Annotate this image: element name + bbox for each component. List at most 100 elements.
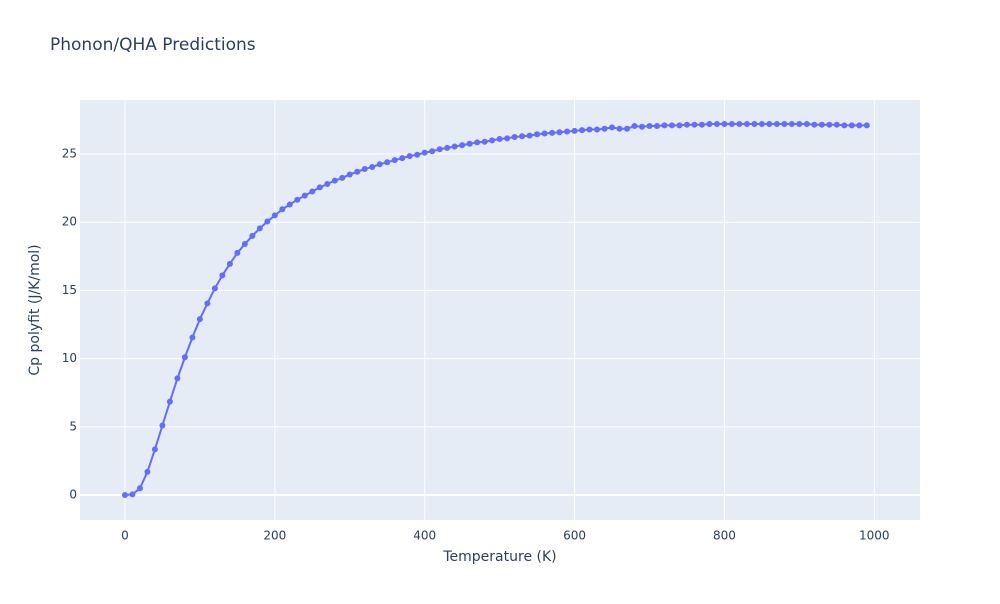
data-point — [384, 159, 391, 166]
data-point — [683, 121, 690, 128]
chart-title: Phonon/QHA Predictions — [50, 35, 256, 55]
x-tick-label: 0 — [121, 529, 129, 543]
data-point — [136, 485, 143, 492]
data-point — [504, 135, 511, 142]
y-tick-label: 5 — [69, 419, 77, 433]
data-point — [241, 241, 248, 248]
data-point — [496, 136, 503, 143]
data-point — [721, 121, 728, 128]
data-point — [751, 121, 758, 128]
x-tick-label: 200 — [263, 529, 286, 543]
data-point — [369, 163, 376, 170]
data-point — [444, 144, 451, 151]
data-point — [451, 143, 458, 150]
y-tick-label: 25 — [62, 147, 77, 161]
data-point — [196, 316, 203, 323]
y-tick-label: 15 — [62, 283, 77, 297]
data-point — [556, 129, 563, 136]
data-point — [421, 149, 428, 156]
data-point — [526, 132, 533, 139]
data-point — [189, 334, 196, 341]
data-point — [713, 121, 720, 128]
data-point — [159, 422, 166, 429]
data-point — [324, 181, 331, 188]
data-point — [129, 491, 136, 498]
data-point — [144, 468, 151, 475]
data-point — [638, 123, 645, 130]
data-point — [736, 121, 743, 128]
data-point — [466, 140, 473, 147]
data-point — [181, 354, 188, 361]
data-point — [571, 127, 578, 134]
data-point — [706, 121, 713, 128]
data-point — [249, 232, 256, 239]
data-point — [826, 121, 833, 128]
data-point — [796, 121, 803, 128]
data-point — [863, 122, 870, 129]
data-point — [616, 125, 623, 132]
data-point — [631, 123, 638, 130]
data-point — [773, 121, 780, 128]
data-point — [294, 196, 301, 203]
data-point — [166, 398, 173, 405]
data-point — [361, 166, 368, 173]
data-point — [541, 130, 548, 137]
data-point — [766, 121, 773, 128]
data-point — [354, 168, 361, 175]
data-point — [811, 121, 818, 128]
data-point — [271, 212, 278, 219]
data-point — [668, 122, 675, 129]
data-point — [534, 131, 541, 138]
x-tick-label: 1000 — [859, 529, 890, 543]
x-axis-title: Temperature (K) — [442, 549, 556, 565]
data-point — [211, 285, 218, 292]
data-point — [414, 151, 421, 158]
data-point — [788, 121, 795, 128]
data-point — [594, 126, 601, 133]
data-point — [256, 225, 263, 232]
data-point — [653, 123, 660, 130]
data-point — [489, 137, 496, 144]
data-point — [743, 121, 750, 128]
data-point — [459, 142, 466, 149]
data-point — [406, 153, 413, 160]
data-point — [301, 192, 308, 199]
data-point — [331, 177, 338, 184]
data-point — [579, 127, 586, 134]
y-tick-label: 0 — [69, 488, 77, 502]
data-point — [609, 124, 616, 131]
x-tick-label: 800 — [713, 529, 736, 543]
data-point — [758, 121, 765, 128]
data-point — [474, 139, 481, 146]
data-point — [121, 492, 128, 499]
data-point — [234, 249, 241, 256]
data-point — [519, 133, 526, 140]
data-point — [429, 148, 436, 155]
data-point — [848, 122, 855, 129]
grid — [80, 100, 920, 520]
data-point — [481, 138, 488, 145]
data-point — [803, 121, 810, 128]
data-point — [174, 375, 181, 382]
data-point — [691, 121, 698, 128]
data-point — [376, 161, 383, 168]
data-point — [833, 121, 840, 128]
data-point — [728, 121, 735, 128]
data-point — [286, 201, 293, 208]
x-tick-label: 600 — [563, 529, 586, 543]
data-point — [219, 272, 226, 279]
data-point — [781, 121, 788, 128]
data-point — [818, 121, 825, 128]
y-axis-title: Cp polyfit (J/K/mol) — [27, 244, 43, 375]
data-point — [151, 446, 158, 453]
data-point — [661, 122, 668, 129]
plot-area — [80, 100, 920, 520]
data-point — [399, 155, 406, 162]
marks — [121, 121, 870, 499]
data-point — [309, 188, 316, 195]
data-point — [624, 125, 631, 132]
data-point — [564, 128, 571, 135]
series-line — [124, 123, 867, 497]
y-tick-label: 10 — [62, 351, 77, 365]
